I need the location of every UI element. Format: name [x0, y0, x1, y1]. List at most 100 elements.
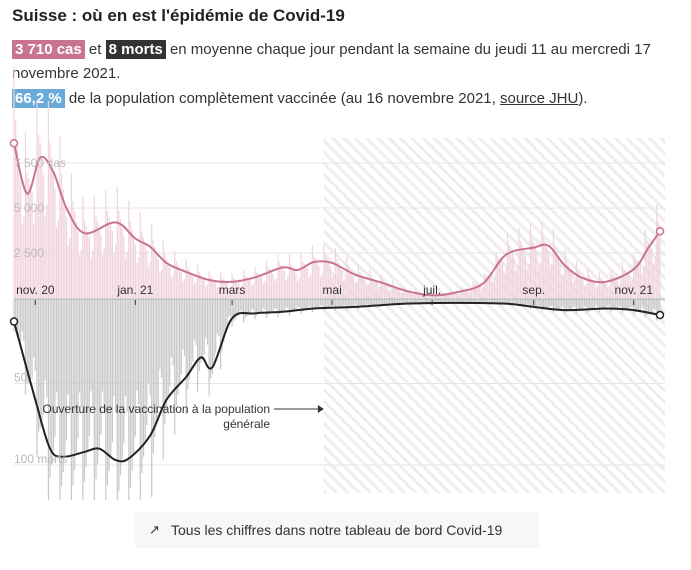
cases-bar [565, 260, 568, 298]
deaths-bar [259, 299, 261, 314]
x-tick-label: nov. 20 [16, 283, 55, 297]
deaths-bar [308, 299, 310, 307]
hatched-area [323, 138, 665, 493]
cases-bar [385, 284, 387, 298]
deaths-bar [64, 299, 66, 457]
source-link[interactable]: source JHU [499, 90, 579, 107]
deaths-bar [215, 299, 217, 354]
deaths-bar [595, 299, 597, 307]
cases-bar [241, 285, 243, 298]
cases-bar [218, 285, 220, 298]
deaths-bar [28, 299, 30, 384]
deaths-bar [657, 299, 659, 318]
deaths-bar [119, 299, 122, 476]
annotation-line1: Ouverture de la vaccination à la populat… [43, 402, 270, 416]
deaths-bar [315, 299, 317, 310]
deaths-bar [516, 299, 518, 305]
cases-bar [74, 211, 76, 298]
cases-bar [151, 223, 153, 298]
cases-bar [477, 285, 479, 298]
cases-bar [18, 162, 20, 298]
cases-bar [490, 275, 492, 298]
cases-bar [367, 284, 369, 298]
deaths-bar [557, 299, 559, 310]
deaths-bar [631, 299, 633, 308]
deaths-bar [142, 299, 145, 457]
deaths-bar [380, 299, 382, 307]
deaths-bar [647, 299, 650, 314]
cases-bar [623, 268, 625, 298]
cases-bar [474, 283, 476, 298]
cases-bar [134, 244, 136, 298]
deaths-bar [415, 299, 417, 305]
cases-bar [360, 274, 363, 298]
cases-bar [328, 262, 330, 298]
deaths-bar [474, 299, 476, 304]
cases-bar [544, 241, 546, 298]
cases-bar [62, 189, 64, 298]
cases-bar [390, 289, 392, 298]
deaths-bar [138, 299, 140, 405]
deaths-bar [365, 299, 368, 305]
deaths-bar [52, 299, 54, 451]
x-tick-label: mars [219, 283, 246, 297]
cases-bar [54, 188, 56, 298]
cases-bar [616, 278, 618, 298]
deaths-bar [570, 299, 573, 310]
deaths-bar [541, 299, 543, 311]
cases-bar [451, 291, 453, 298]
deaths-bar [275, 299, 277, 310]
cases-bar [541, 220, 543, 298]
cases-bar [606, 287, 609, 298]
cases-bar [526, 268, 528, 298]
cases-bar [267, 267, 269, 298]
cases-bar [379, 286, 381, 298]
deaths-bar [177, 299, 179, 395]
deaths-bar [459, 299, 461, 303]
deaths-bar [598, 299, 600, 313]
cases-bar [405, 289, 407, 298]
deaths-bar [205, 299, 207, 338]
deaths-bar [375, 299, 377, 306]
cases-bar [329, 266, 332, 298]
deaths-bar [397, 299, 399, 305]
deaths-bar [383, 299, 386, 306]
cases-bar [434, 296, 436, 298]
deaths-bar [651, 299, 653, 313]
cases-bar [344, 278, 346, 298]
dashboard-link[interactable]: ↗ Tous les chiffres dans notre tableau d… [135, 512, 539, 548]
cases-bar [65, 217, 68, 298]
deaths-bar [97, 299, 99, 464]
deaths-bar [447, 299, 450, 303]
deaths-bar [547, 299, 550, 308]
deaths-bar [57, 299, 59, 409]
deaths-bar [382, 299, 384, 306]
deaths-bar [219, 299, 222, 370]
cases-bar [482, 287, 484, 298]
cases-bar [420, 293, 422, 298]
deaths-bar [288, 299, 291, 316]
deaths-bar [497, 299, 499, 304]
cases-bar [85, 226, 87, 298]
deaths-bar [487, 299, 489, 304]
deaths-bar [197, 299, 199, 392]
cases-bar [374, 280, 376, 298]
deaths-bar [488, 299, 491, 304]
deaths-bar [559, 299, 561, 309]
cases-bar [56, 227, 58, 298]
cases-bar [141, 231, 143, 298]
deaths-bar [416, 299, 418, 304]
deaths-bar [580, 299, 582, 310]
cases-bar [265, 260, 268, 298]
cases-bar [152, 240, 154, 298]
deaths-bar [333, 299, 335, 307]
cases-bar [103, 247, 105, 298]
deaths-bar [321, 299, 323, 307]
cases-bar [175, 261, 177, 298]
deaths-bar [449, 299, 451, 304]
cases-bar [406, 290, 409, 298]
cases-bar [523, 250, 525, 298]
deaths-bar [462, 299, 464, 304]
cases-bar [51, 157, 53, 298]
cases-bar [498, 259, 500, 298]
